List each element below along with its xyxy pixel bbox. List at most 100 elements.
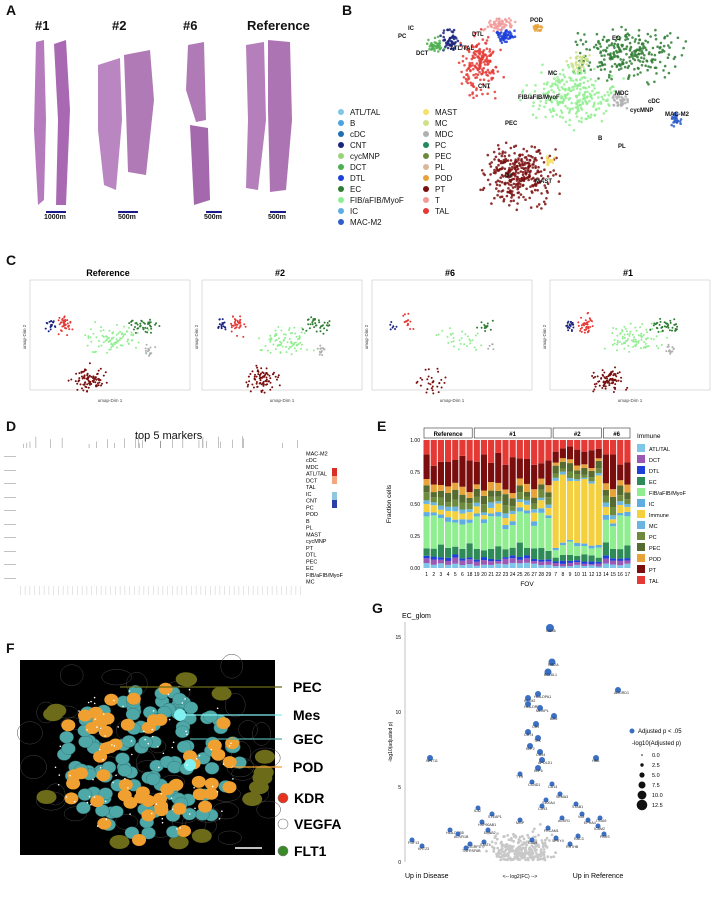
- pod-cell: [99, 742, 114, 755]
- umap-b-point: [499, 37, 502, 41]
- umap-b-point: [542, 200, 546, 204]
- umap-b-point: [557, 180, 561, 183]
- umap-b-point: [521, 160, 524, 163]
- umap-b-point: [653, 58, 657, 62]
- volcano-point-ns: [507, 838, 511, 842]
- volcano-point-ns: [543, 841, 547, 845]
- bar-segment: [523, 562, 531, 568]
- umap-c-point: [280, 329, 283, 332]
- cell-outline: [101, 669, 132, 686]
- umap-c-point: [66, 334, 69, 337]
- umap-c-point: [150, 352, 153, 355]
- bar-segment: [452, 519, 459, 523]
- umap-b-point: [625, 61, 628, 64]
- umap-c-point: [300, 327, 303, 329]
- umap-c-point: [671, 350, 674, 353]
- umap-b-point: [649, 65, 652, 69]
- umap-c-point: [659, 320, 662, 323]
- bar-segment: [459, 519, 466, 525]
- volcano-point-ns: [514, 835, 518, 839]
- bar-segment: [445, 517, 452, 522]
- volcano-point-ns: [517, 838, 521, 841]
- bar-segment: [452, 563, 459, 568]
- umap-b-point: [608, 56, 612, 60]
- volcano-point-ns: [529, 856, 533, 860]
- umap-b-point: [601, 97, 605, 101]
- bar-segment: [602, 519, 609, 543]
- volcano-point-ns: [503, 854, 506, 858]
- umap-c-point: [322, 347, 325, 350]
- heatmap-row-label: EC: [306, 566, 314, 572]
- bar-segment: [452, 554, 459, 558]
- umap-c-point: [623, 325, 626, 328]
- volcano-point-ns: [499, 851, 502, 855]
- pod-cell: [204, 777, 219, 790]
- bar-segment: [480, 454, 488, 491]
- umap-b-point: [442, 29, 446, 32]
- bar-segment: [559, 461, 566, 469]
- volcano-point-sig: [533, 721, 539, 727]
- umap-c-point: [627, 344, 630, 347]
- umap-c-point: [419, 377, 422, 379]
- umap-b-point: [517, 159, 520, 162]
- umap-c-point: [471, 339, 474, 342]
- umap-b-point: [475, 50, 478, 53]
- umap-c-point: [97, 369, 100, 372]
- umap-c-point: [288, 329, 290, 331]
- bar-segment: [531, 509, 538, 513]
- umap-b-point: [605, 46, 609, 50]
- umap-b-point: [597, 41, 600, 44]
- umap-b-point: [564, 120, 568, 124]
- umap-c-point: [605, 375, 608, 378]
- umap-c-point: [270, 337, 272, 340]
- umap-b-point: [623, 65, 627, 69]
- umap-b-point: [528, 196, 531, 200]
- umap-b-point: [577, 83, 580, 86]
- legend-swatch: [637, 499, 645, 507]
- umap-c-point: [116, 339, 119, 342]
- umap-b-point: [533, 158, 536, 161]
- volcano-point-sig: [597, 815, 603, 821]
- umap-b-point: [526, 170, 530, 173]
- bar-segment: [502, 489, 509, 495]
- umap-b-point: [536, 177, 539, 180]
- umap-b-point: [614, 39, 618, 42]
- umap-c-point: [609, 377, 612, 380]
- umap-c-point: [593, 388, 596, 391]
- umap-c-point: [589, 326, 592, 328]
- umap-c-point: [221, 318, 224, 321]
- bar-segment: [523, 513, 531, 548]
- umap-c-point: [142, 328, 145, 331]
- umap-c-point: [596, 375, 599, 378]
- bar-segment: [566, 562, 574, 567]
- volcano-point-ns: [533, 827, 536, 831]
- umap-c-point: [126, 340, 129, 343]
- umap-b-point: [632, 54, 636, 58]
- gene-label: B2M: [550, 717, 557, 721]
- legend-swatch: [637, 477, 645, 485]
- volcano-point-ns: [501, 847, 504, 850]
- bar-segment: [423, 492, 430, 501]
- umap-b-point: [473, 34, 476, 38]
- pod-cell: [207, 739, 222, 752]
- bar-segment: [423, 548, 430, 556]
- bar-segment: [566, 463, 574, 472]
- umap-b-point: [595, 46, 599, 50]
- umap-c-point: [603, 383, 606, 386]
- umap-c-point: [232, 315, 234, 318]
- volcano-point-ns: [503, 852, 506, 856]
- bar-segment: [459, 486, 466, 495]
- bar-segment: [581, 440, 588, 452]
- umap-b-point: [525, 84, 528, 87]
- bar-segment: [545, 518, 552, 551]
- umap-c-point: [154, 323, 157, 326]
- umap-b-point: [486, 92, 489, 96]
- x-axis-label: FOV: [520, 581, 534, 588]
- legend-b-item: FIB/aFIB/MyoF: [338, 196, 404, 205]
- umap-b-point: [494, 155, 498, 159]
- vegfa-dot: [195, 757, 198, 760]
- heatmap-row-label: ATL/TAL: [306, 472, 327, 478]
- pod-cell: [225, 737, 240, 750]
- bar-segment: [509, 440, 516, 458]
- umap-c-point: [392, 325, 395, 328]
